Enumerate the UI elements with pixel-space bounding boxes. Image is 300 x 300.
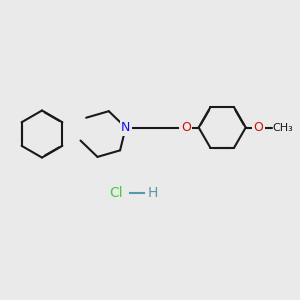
Text: CH₃: CH₃ [273, 122, 293, 133]
Text: O: O [254, 121, 264, 134]
Text: O: O [181, 121, 191, 134]
Text: N: N [121, 121, 130, 134]
Text: Cl: Cl [109, 186, 122, 200]
Text: H: H [148, 186, 158, 200]
